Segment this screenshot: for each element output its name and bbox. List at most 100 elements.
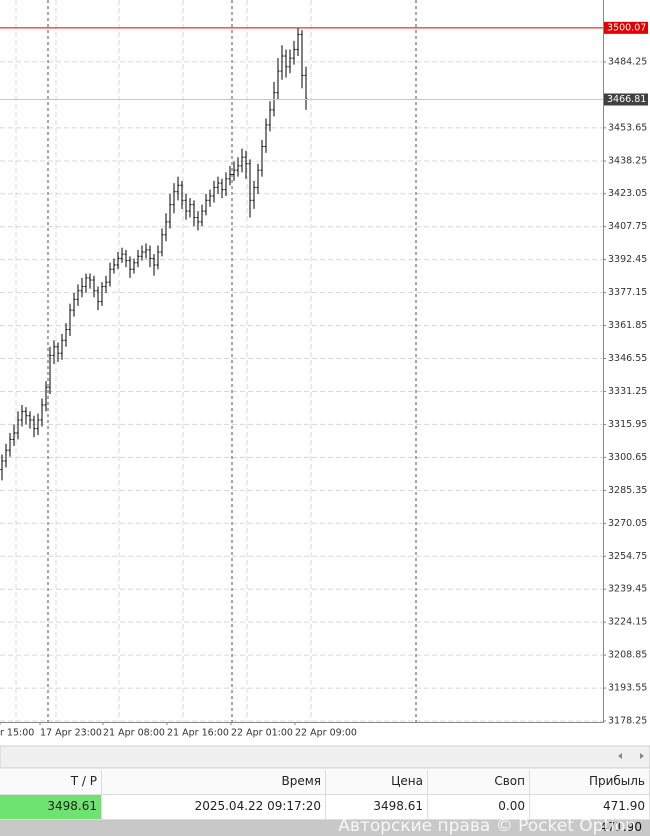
ohlc-bar: [160, 228, 164, 257]
ohlc-bar: [4, 443, 8, 468]
header-cell: Время: [102, 770, 326, 794]
y-tick-label: 3208.85: [608, 650, 647, 661]
ohlc-bar: [148, 245, 152, 268]
ohlc-bar: [60, 333, 64, 360]
price-label: 3466.81: [607, 94, 646, 105]
chart: 3484.25 3453.65 3438.25 3423.05 3407.75 3392.…: [0, 0, 650, 770]
ohlc-bar: [136, 249, 140, 268]
ohlc-bar: [8, 432, 12, 457]
tp-cell: 3498.61: [0, 795, 102, 819]
ohlc-bar: [240, 148, 244, 173]
ohlc-bar: [212, 180, 216, 203]
ohlc-bar: [152, 254, 156, 276]
ohlc-bar: [224, 172, 228, 197]
ohlc-bar: [48, 346, 52, 395]
ohlc-bar: [248, 159, 252, 218]
ohlc-bar: [184, 193, 188, 220]
ohlc-bar: [12, 424, 16, 446]
ohlc-bar: [188, 198, 192, 218]
y-tick-label: 3484.25: [608, 56, 647, 67]
y-tick-label: 3224.15: [608, 617, 647, 628]
y-tick-label: 3254.75: [608, 551, 647, 562]
ohlc-bar: [236, 157, 240, 177]
y-tick-label: 3331.25: [608, 386, 647, 397]
y-tick-label: 3361.85: [608, 320, 647, 331]
x-tick-label: 22 Apr 01:00: [231, 728, 293, 739]
y-tick-label: 3285.35: [608, 485, 647, 496]
x-tick-label: 17 Apr 23:00: [40, 728, 102, 739]
ohlc-bar: [260, 140, 264, 177]
price-label-box: [604, 21, 648, 34]
ohlc-bar: [292, 40, 296, 65]
ohlc-bar: [112, 258, 116, 274]
price-label-box: [604, 93, 648, 106]
ohlc-bar: [196, 211, 200, 231]
ohlc-bar: [88, 273, 92, 289]
ohlc-bar: [264, 118, 268, 153]
header-cell: Цена: [326, 770, 428, 794]
table-row[interactable]: 3498.61 2025.04.22 09:17:20 3498.61 0.00…: [0, 795, 650, 820]
ohlc-bar: [116, 252, 120, 270]
ohlc-bar: [156, 245, 160, 270]
ohlc-bar: [164, 213, 168, 242]
header-cell: T / P: [0, 770, 102, 794]
ohlc-bar: [176, 176, 180, 201]
x-tick-label: 22 Apr 09:00: [295, 728, 357, 739]
ohlc-bar: [52, 340, 56, 365]
x-tick-label: r 15:00: [0, 728, 34, 739]
price-cell: 3498.61: [326, 795, 428, 819]
ohlc-bar: [296, 28, 300, 57]
y-tick-label: 3193.55: [608, 683, 647, 694]
x-tick-label: 21 Apr 16:00: [167, 728, 229, 739]
ohlc-bar: [40, 398, 44, 427]
y-tick-label: 3453.65: [608, 122, 647, 133]
ohlc-bar: [56, 342, 60, 362]
ohlc-bar: [276, 58, 280, 100]
ohlc-bar: [172, 183, 176, 214]
y-tick-label: 3270.05: [608, 518, 647, 529]
footer-bar: 471.90 Авторские права © Pocket Option: [0, 816, 650, 836]
ohlc-bar: [124, 249, 128, 268]
ohlc-bar: [100, 282, 104, 306]
ohlc-bar: [232, 161, 236, 181]
header-cell: Прибыль: [530, 770, 650, 794]
table-header: T / P Время Цена Своп Прибыль: [0, 770, 650, 795]
y-tick-label: 3377.15: [608, 287, 647, 298]
ohlc-bar: [288, 49, 292, 74]
y-tick-label: 3423.05: [608, 188, 647, 199]
ohlc-bar: [244, 150, 248, 179]
ohlc-bar: [68, 303, 72, 337]
ohlc-bar: [104, 275, 108, 293]
ohlc-bar: [144, 243, 148, 259]
ohlc-bar: [20, 404, 24, 427]
ohlc-bar: [208, 189, 212, 207]
ohlc-bar: [72, 292, 76, 317]
ohlc-bar: [96, 286, 100, 311]
background: [0, 0, 650, 770]
ohlc-bar: [36, 413, 40, 436]
ohlc-bar: [16, 411, 20, 440]
y-tick-label: 3178.25: [608, 716, 647, 727]
ohlc-bar: [132, 258, 136, 274]
y-tick-label: 3346.55: [608, 353, 647, 364]
y-tick-label: 3392.45: [608, 254, 647, 265]
ohlc-bar: [28, 411, 32, 429]
ohlc-bar: [268, 101, 272, 132]
scrollbar[interactable]: [0, 745, 650, 769]
ohlc-bar: [204, 193, 208, 216]
x-tick-label: 21 Apr 08:00: [103, 728, 165, 739]
ohlc-bar: [24, 407, 28, 425]
ohlc-bar: [120, 247, 124, 263]
ohlc-bar: [140, 245, 144, 261]
price-label: 3500.07: [607, 22, 646, 33]
ohlc-bar: [64, 323, 68, 347]
ohlc-bar: [280, 45, 284, 80]
ohlc-bar: [180, 180, 184, 209]
ohlc-bar: [0, 454, 4, 481]
ohlc-bar: [192, 200, 196, 227]
ohlc-bar: [128, 256, 132, 278]
ohlc-bar: [80, 277, 84, 298]
ohlc-bar: [252, 180, 256, 209]
ohlc-bar: [220, 178, 224, 199]
